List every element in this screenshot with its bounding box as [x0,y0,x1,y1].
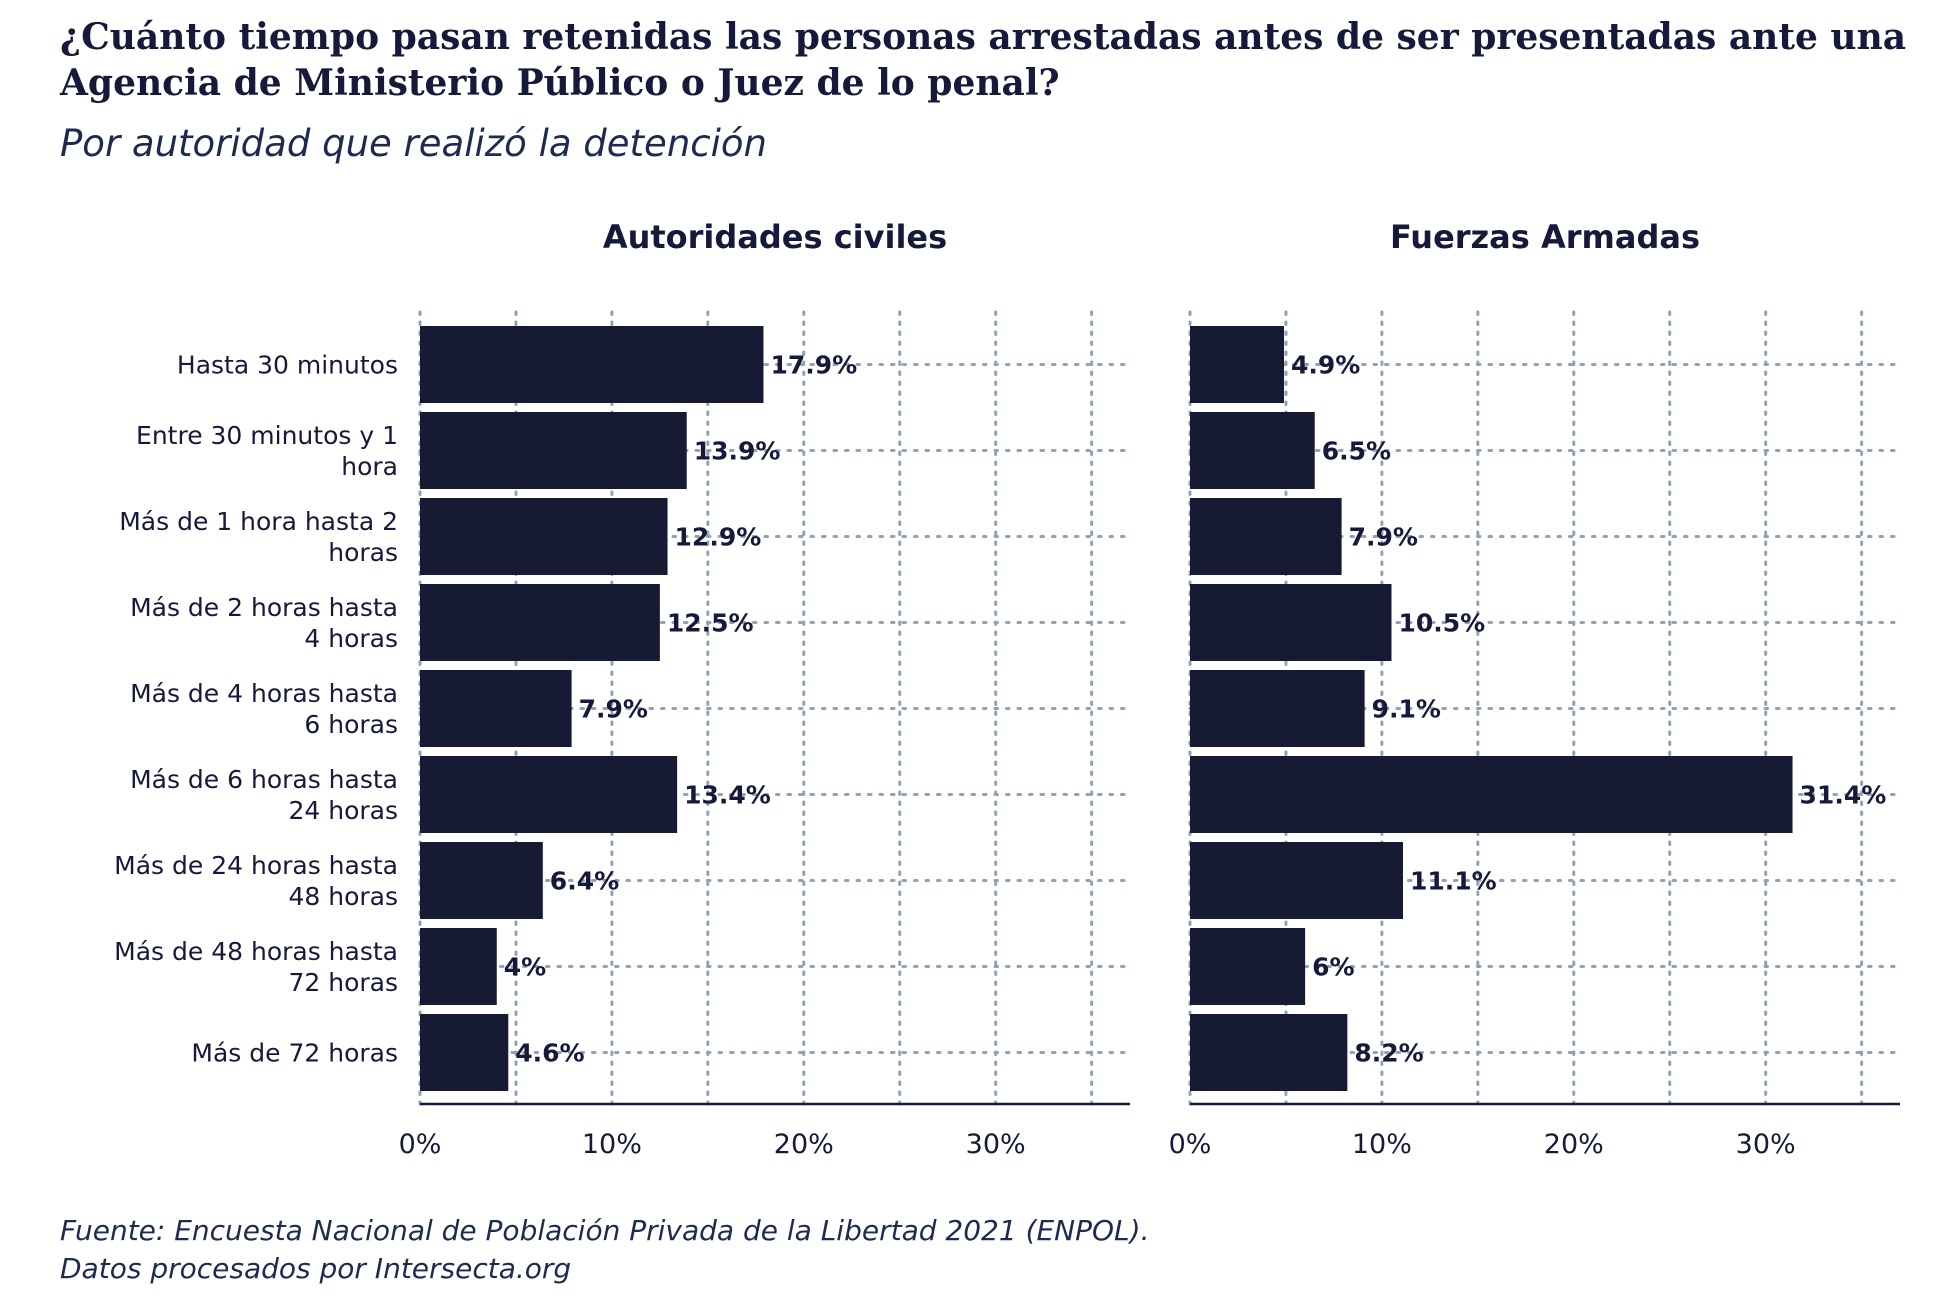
bar [420,842,543,919]
category-label-line: Más de 6 horas hasta [130,765,398,794]
bar [420,1014,509,1091]
bar [420,756,678,833]
bar [420,584,660,661]
category-label: Más de 1 hora hasta 2 horas [119,507,398,567]
category-label-line: Más de 1 hora hasta 2 [119,507,398,536]
category-label: Más de 24 horas hasta 48 horas [114,851,398,911]
x-tick-label: 30% [1736,1129,1796,1160]
bar [420,412,687,489]
category-label-line: Más de 4 horas hasta [130,679,398,708]
data-label: 4% [504,953,546,982]
data-label: 8.2% [1354,1039,1423,1068]
bar [1190,756,1793,833]
bar [420,498,668,575]
category-label-line: horas [328,538,398,567]
category-label-line: 4 horas [304,624,398,653]
x-tick-label: 20% [774,1129,834,1160]
data-label: 7.9% [1349,523,1418,552]
data-label: 13.4% [684,781,771,810]
bar [1190,928,1306,1005]
category-label-line: Más de 72 horas [191,1039,398,1068]
x-tick-label: 20% [1544,1129,1604,1160]
category-label: Más de 2 horas hasta 4 horas [130,593,398,653]
source-line-1: Fuente: Encuesta Nacional de Población P… [60,1214,1150,1247]
data-label: 17.9% [770,351,857,380]
bar [420,670,572,747]
data-label: 31.4% [1800,781,1887,810]
bar [1190,412,1315,489]
x-tick-label: 0% [1169,1129,1212,1160]
data-label: 4.6% [515,1039,584,1068]
bar [420,326,764,403]
data-label: 12.5% [667,609,754,638]
category-label-line: Más de 2 horas hasta [130,593,398,622]
category-label: Más de 6 horas hasta 24 horas [130,765,398,825]
category-label-line: Hasta 30 minutos [177,351,398,380]
category-label-line: 24 horas [288,796,398,825]
bar [1190,326,1285,403]
data-label: 6.4% [550,867,619,896]
source-note: Fuente: Encuesta Nacional de Población P… [60,1212,1149,1288]
category-label-line: Más de 48 horas hasta [114,937,398,966]
x-tick-label: 30% [966,1129,1026,1160]
category-label-line: 48 horas [288,882,398,911]
data-label: 11.1% [1410,867,1497,896]
data-label: 7.9% [579,695,648,724]
bar [420,928,497,1005]
category-label: Más de 72 horas [191,1039,398,1068]
chart-subtitle: Por autoridad que realizó la detención [60,122,767,165]
source-line-2: Datos procesados por Intersecta.org [60,1252,572,1285]
data-label: 6.5% [1322,437,1391,466]
x-tick-label: 10% [582,1129,642,1160]
category-label-line: hora [341,452,398,481]
bar [1190,670,1365,747]
category-label: Entre 30 minutos y 1 hora [136,421,398,481]
data-label: 9.1% [1372,695,1441,724]
bar [1190,498,1342,575]
bar [1190,842,1403,919]
category-label: Más de 4 horas hasta 6 horas [130,679,398,739]
bar [1190,1014,1348,1091]
data-label: 4.9% [1291,351,1360,380]
category-label: Más de 48 horas hasta 72 horas [114,937,398,997]
category-label: Hasta 30 minutos [177,351,398,380]
category-label-line: 72 horas [288,968,398,997]
panel-title: Fuerzas Armadas [1390,218,1700,256]
data-label: 13.9% [694,437,781,466]
data-label: 12.9% [675,523,762,552]
x-tick-label: 10% [1352,1129,1412,1160]
category-label-line: Entre 30 minutos y 1 [136,421,398,450]
bar [1190,584,1392,661]
category-label-line: 6 horas [304,710,398,739]
category-label-line: Más de 24 horas hasta [114,851,398,880]
panel-title: Autoridades civiles [603,218,947,256]
chart-title: ¿Cuánto tiempo pasan retenidas las perso… [60,16,1907,104]
x-tick-label: 0% [399,1129,442,1160]
data-label: 6% [1312,953,1354,982]
data-label: 10.5% [1398,609,1485,638]
